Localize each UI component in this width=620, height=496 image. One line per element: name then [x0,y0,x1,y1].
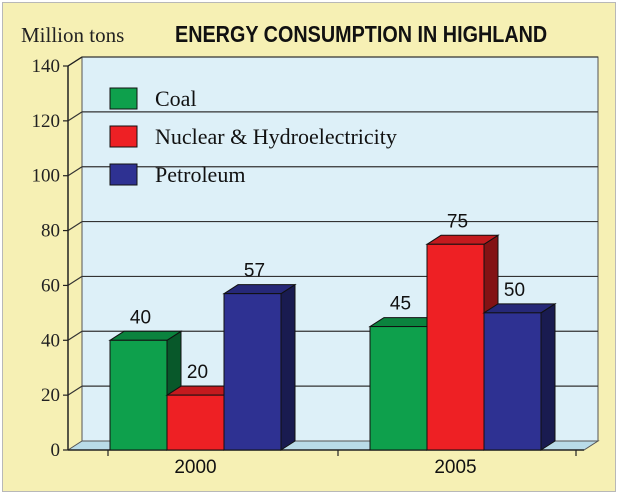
bar-front-face [369,326,428,451]
y-tick-label: 60 [41,275,60,296]
y-tick-label: 140 [32,56,61,77]
bar-value-label: 20 [187,362,208,383]
legend-swatch [109,87,138,110]
bar [482,302,557,451]
gridline-depth [67,330,83,341]
y-tick-label: 0 [51,440,61,461]
gridline-depth [67,111,83,122]
y-axis-unit-label: Million tons [21,23,125,47]
bar [222,283,297,451]
bar-front-face [166,394,225,451]
x-category-label: 2005 [434,457,476,478]
y-tick-label: 40 [41,330,60,351]
legend-label: Nuclear & Hydroelectricity [155,124,397,149]
gridline-depth [67,221,83,232]
bar-value-label: 50 [504,280,525,301]
y-tick-label: 120 [32,111,61,132]
y-axis-top-edge [67,56,83,67]
legend-swatch [109,163,138,186]
bar-side-face [540,302,556,451]
bar-front-face [223,293,282,451]
legend-swatch [109,125,138,148]
bar-value-label: 40 [130,307,151,328]
y-tick-label: 20 [41,385,60,406]
bar-value-label: 57 [244,261,265,282]
bar-value-label: 45 [390,294,411,315]
gridline-depth [67,275,83,286]
gridline-depth [67,385,83,396]
gridline-depth [67,166,83,177]
bar-front-face [483,312,542,451]
bar-value-label: 75 [447,211,468,232]
legend-label: Petroleum [155,162,245,187]
x-category-label: 2000 [174,457,216,478]
bar-front-face [426,243,485,451]
bar-side-face [280,283,296,451]
y-tick-label: 100 [32,166,61,187]
chart-title: ENERGY CONSUMPTION IN HIGHLAND [175,21,548,47]
bar-front-face [109,339,168,451]
legend-label: Coal [155,86,197,111]
y-tick-label: 80 [41,221,60,242]
